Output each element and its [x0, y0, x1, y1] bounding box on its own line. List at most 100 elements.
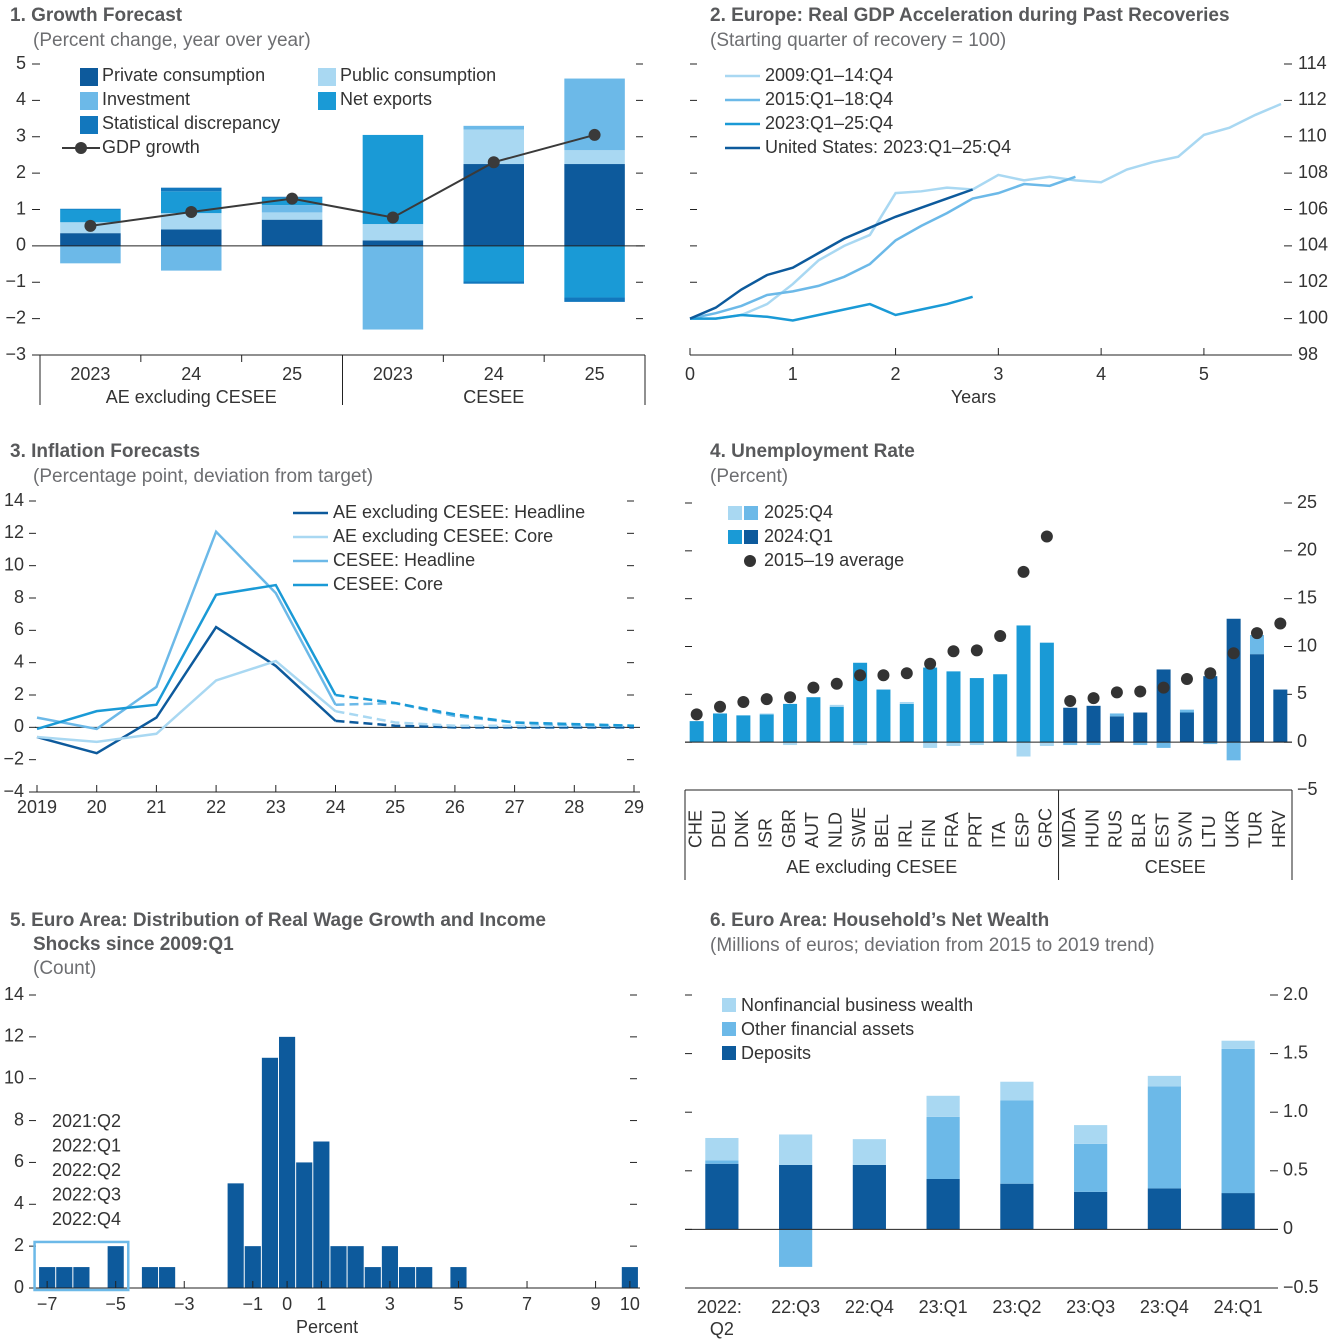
x-tick-label: EST	[1152, 813, 1172, 848]
bar-segment	[564, 164, 625, 246]
y-tick-label: 6	[14, 619, 24, 639]
bar-segment	[926, 1116, 960, 1180]
bar-segment	[689, 721, 704, 743]
y-tick-label: 100	[1298, 307, 1328, 327]
line	[690, 102, 1282, 320]
highlight-label: 2022:Q2	[52, 1160, 121, 1180]
x-tick-label: AUT	[802, 812, 822, 848]
y-tick-label: 0	[14, 1277, 24, 1297]
histogram-bar	[227, 1183, 244, 1288]
bar-segment	[783, 703, 798, 743]
x-tick-label: FRA	[942, 812, 962, 848]
y-tick-label: 98	[1298, 344, 1318, 364]
x-tick-label: NLD	[826, 812, 846, 848]
group-label: AE excluding CESEE	[786, 857, 957, 877]
bar-segment	[1179, 709, 1194, 713]
x-tick-label: DNK	[732, 810, 752, 848]
histogram-bar	[244, 1246, 261, 1288]
scatter-point	[1064, 695, 1077, 708]
scatter-point	[1250, 627, 1263, 640]
y-tick-label: 2	[14, 1235, 24, 1255]
x-tick-label: −7	[37, 1294, 58, 1314]
bar-segment	[1000, 1183, 1034, 1230]
x-tick-label: 3	[385, 1294, 395, 1314]
bar-segment	[161, 191, 222, 214]
y-tick-label: 3	[16, 126, 26, 146]
bar-segment	[1147, 1075, 1181, 1087]
y-tick-label: 114	[1298, 53, 1327, 73]
y-tick-label: 10	[4, 554, 24, 574]
line	[335, 709, 634, 727]
bar-segment	[779, 1229, 813, 1267]
x-tick-label: 24	[325, 797, 345, 817]
y-tick-label: 0	[16, 235, 26, 255]
histogram-bar	[73, 1267, 90, 1288]
x-tick-label: SWE	[849, 807, 869, 848]
bar-segment	[564, 297, 625, 302]
bar-segment	[161, 187, 222, 192]
y-tick-label: 4	[14, 651, 24, 671]
scatter-point	[994, 629, 1007, 642]
bar-segment	[852, 1139, 886, 1165]
x-tick-label: 24	[484, 364, 504, 384]
x-tick-label: CHE	[685, 810, 705, 848]
y-tick-label: −2	[5, 307, 26, 327]
x-tick-label: 23:Q2	[992, 1297, 1041, 1317]
scatter-point	[1040, 530, 1053, 543]
chart-title: 4. Unemployment Rate	[710, 441, 915, 462]
y-tick-label: 0.5	[1283, 1160, 1308, 1180]
x-tick-label: 23:Q1	[919, 1297, 968, 1317]
histogram-bar	[347, 1246, 364, 1288]
x-tick-label: 2023	[70, 364, 110, 384]
scatter-point	[1227, 647, 1240, 660]
y-tick-label: 15	[1297, 587, 1317, 607]
bar-segment	[779, 1134, 813, 1165]
line	[335, 719, 634, 729]
bar-segment	[713, 713, 728, 743]
x-tick-label: DEU	[709, 810, 729, 848]
histogram-bar	[107, 1246, 124, 1288]
legend-swatch	[728, 506, 742, 520]
y-tick-label: 4	[14, 1193, 24, 1213]
y-tick-label: 1.5	[1283, 1042, 1308, 1062]
y-tick-label: −1	[5, 271, 26, 291]
bar-segment	[564, 245, 625, 298]
histogram-bar	[621, 1267, 638, 1288]
y-tick-label: 2.0	[1283, 984, 1308, 1004]
bar-segment	[1249, 654, 1264, 743]
line	[689, 175, 1076, 320]
y-tick-label: 10	[1297, 635, 1317, 655]
bar-segment	[1063, 707, 1078, 743]
line	[36, 529, 337, 731]
legend-label: Statistical discrepancy	[102, 113, 280, 133]
x-tick-label: 5	[1199, 364, 1209, 384]
bar-segment	[899, 703, 914, 743]
x-tick-label: 2	[891, 364, 901, 384]
legend-label: 2023:Q1–25:Q4	[765, 113, 893, 133]
bar-segment	[1147, 1086, 1181, 1189]
y-tick-label: 12	[4, 522, 24, 542]
bar-segment	[161, 229, 222, 246]
bar-segment	[362, 240, 424, 246]
x-tick-label: IRL	[896, 820, 916, 848]
chart-subtitle: (Percentage point, deviation from target…	[33, 466, 374, 487]
x-tick-label: BLR	[1129, 813, 1149, 848]
bar-segment	[261, 205, 323, 213]
chart-title: 6. Euro Area: Household’s Net Wealth	[710, 910, 1050, 931]
bar-segment	[926, 1179, 960, 1230]
bar-segment	[705, 1163, 739, 1230]
bar-segment	[362, 245, 424, 330]
x-tick-label: HRV	[1269, 810, 1289, 848]
y-tick-label: 106	[1298, 198, 1328, 218]
bar-segment	[1133, 712, 1148, 743]
y-tick-label: 14	[4, 490, 24, 510]
bar-segment	[1086, 705, 1101, 743]
scatter-point	[1274, 617, 1287, 630]
bar-segment	[705, 1160, 739, 1164]
x-tick-label: 20	[87, 797, 107, 817]
y-tick-label: −3	[5, 344, 26, 364]
chart-subtitle: (Millions of euros; deviation from 2015 …	[710, 935, 1155, 956]
legend-label: CESEE: Headline	[333, 550, 475, 570]
bar-segment	[852, 1164, 886, 1230]
bar-segment	[564, 150, 625, 165]
